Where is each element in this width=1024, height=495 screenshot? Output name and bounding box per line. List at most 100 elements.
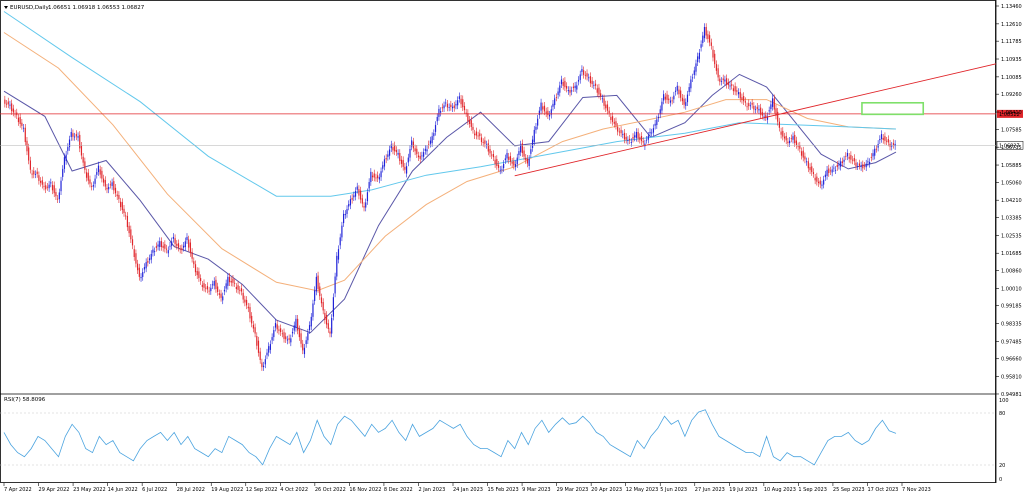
candle-body — [811, 166, 813, 173]
candle-body — [797, 146, 799, 148]
candle-body — [508, 156, 510, 160]
candle-body — [370, 171, 372, 183]
candle-body — [436, 116, 438, 122]
candle-body — [230, 280, 232, 283]
candle-body — [19, 117, 21, 124]
candle-body — [882, 137, 884, 140]
candle-body — [17, 117, 20, 123]
candle-body — [513, 161, 515, 166]
candle-body — [474, 133, 476, 136]
x-tick-label: 28 Jul 2022 — [177, 487, 205, 493]
candle-body — [591, 80, 593, 85]
y-tick-label: 0.97485 — [1001, 339, 1022, 345]
candle-body — [603, 98, 605, 106]
candle-body — [46, 186, 49, 188]
x-tick-label: 12 Sep 2022 — [246, 487, 278, 493]
y-tick-label: 1.10935 — [1001, 57, 1022, 63]
candle-body — [423, 152, 425, 157]
candle-body — [489, 148, 491, 154]
candle-body — [812, 172, 815, 174]
candle-body — [111, 182, 113, 186]
candle-body — [215, 279, 217, 290]
candle-body — [453, 105, 455, 108]
candle-body — [720, 80, 723, 82]
candle-body — [172, 236, 174, 239]
candle-body — [726, 78, 728, 85]
candle-body — [273, 330, 275, 338]
candle-body — [674, 90, 677, 92]
candle-body — [412, 141, 415, 149]
candle-body — [601, 98, 603, 100]
candle-body — [188, 239, 190, 248]
candle-body — [4, 99, 6, 104]
candle-body — [164, 244, 166, 249]
candle-body — [31, 173, 33, 175]
candle-body — [22, 127, 25, 129]
candle-body — [176, 243, 178, 246]
x-tick-label: 25 Sep 2023 — [833, 487, 865, 493]
candle-body — [605, 104, 607, 109]
candle-body — [261, 362, 263, 368]
candle-body — [208, 290, 210, 292]
candle-body — [397, 152, 399, 155]
chevron-down-icon[interactable] — [4, 6, 8, 9]
candle-body — [97, 165, 100, 173]
y-tick-label: 1.10085 — [1001, 75, 1022, 81]
candle-body — [206, 286, 209, 290]
candle-body — [640, 135, 643, 142]
candle-body — [404, 166, 406, 170]
candle-body — [600, 93, 602, 97]
candle-body — [782, 130, 784, 137]
candle-body — [169, 245, 171, 247]
y-tick-label: 1.11785 — [1001, 39, 1022, 45]
candle-body — [457, 100, 459, 106]
candle-body — [646, 139, 648, 141]
candle-body — [846, 152, 849, 157]
candle-body — [528, 158, 530, 166]
candle-body — [431, 136, 433, 144]
candle-body — [593, 84, 595, 86]
candle-body — [557, 91, 559, 95]
candle-body — [520, 144, 522, 153]
candle-body — [268, 346, 270, 353]
candle-body — [448, 107, 450, 108]
candle-body — [402, 160, 404, 167]
candle-body — [680, 90, 682, 98]
candle-body — [217, 286, 219, 292]
candle-body — [11, 103, 13, 112]
candle-body — [492, 154, 495, 158]
candle-body — [482, 142, 484, 143]
candle-body — [55, 192, 57, 197]
candle-body — [92, 185, 94, 187]
resistance-price-tag — [997, 109, 1023, 118]
candle-body — [191, 251, 193, 259]
candle-body — [278, 329, 280, 331]
candle-body — [222, 296, 224, 301]
candle-body — [329, 331, 331, 334]
candle-body — [676, 85, 678, 91]
candle-body — [165, 248, 168, 250]
candle-body — [836, 164, 838, 168]
candle-body — [106, 187, 108, 190]
candle-body — [21, 122, 23, 126]
candle-body — [618, 131, 620, 133]
candle-body — [244, 299, 246, 303]
candle-body — [771, 98, 774, 107]
candle-body — [348, 204, 350, 207]
candle-body — [799, 145, 801, 149]
candle-body — [622, 134, 624, 135]
candle-body — [666, 94, 668, 100]
candle-body — [611, 116, 614, 122]
candle-body — [610, 116, 612, 121]
candle-body — [691, 77, 694, 79]
candle-body — [538, 110, 540, 115]
candle-body — [26, 140, 28, 152]
candle-body — [814, 177, 816, 181]
candle-body — [746, 106, 748, 108]
candle-body — [710, 42, 712, 46]
candle-body — [509, 156, 512, 162]
candle-body — [829, 170, 832, 172]
candle-body — [695, 63, 697, 72]
candle-body — [159, 241, 161, 248]
